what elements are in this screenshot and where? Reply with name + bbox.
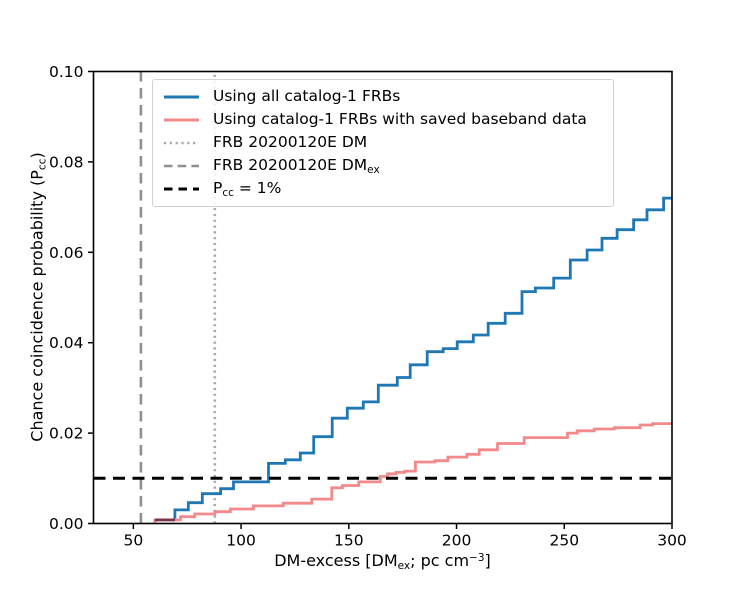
legend-sample-line <box>164 95 199 99</box>
label-text-part: cc <box>36 158 49 171</box>
y-tick-label: 0.08 <box>49 153 84 171</box>
y-tick-label: 0.02 <box>49 425 84 443</box>
x-tick-label: 250 <box>549 532 579 550</box>
legend-item: Using catalog-1 FRBs with saved baseband… <box>163 112 607 128</box>
y-tick-label: 0.10 <box>49 63 84 81</box>
x-tick-label: 150 <box>334 532 364 550</box>
x-axis-label: DM-excess [DMex; pc cm−3] <box>93 551 672 572</box>
x-tick-label: 50 <box>123 532 143 550</box>
baseband-catalog1-frbs-step-line <box>153 422 672 524</box>
label-text-part: ) <box>27 152 47 159</box>
legend: Using all catalog-1 FRBs Using catalog-1 … <box>152 79 614 207</box>
y-tick-label: 0.06 <box>49 244 84 262</box>
legend-label: FRB 20200120E DM <box>213 133 368 152</box>
label-text-part: ; pc cm <box>410 551 470 570</box>
label-text-part: Using catalog-1 FRBs with saved baseband… <box>213 110 587 129</box>
legend-sample-line <box>164 164 199 168</box>
label-text-part: Chance coincidence probability (P <box>27 170 47 442</box>
x-tick-label: 100 <box>226 532 256 550</box>
label-text-part: ] <box>484 551 491 570</box>
label-text-part: −3 <box>469 552 485 564</box>
legend-item: Using all catalog-1 FRBs <box>163 89 607 105</box>
label-text-part: FRB 20200120E DM <box>213 156 368 175</box>
label-text-part: Using all catalog-1 FRBs <box>213 87 401 106</box>
legend-label: Using all catalog-1 FRBs <box>213 89 400 105</box>
y-axis-label: Chance coincidence probability (Pcc) <box>27 152 49 442</box>
x-tick-label: 300 <box>657 532 687 550</box>
all-catalog1-frbs-step-line <box>153 196 672 524</box>
legend-label: Pcc = 1% <box>213 179 282 200</box>
x-tick-label: 200 <box>442 532 472 550</box>
legend-label: Using catalog-1 FRBs with saved baseband… <box>213 112 587 128</box>
label-text-part: cc <box>222 187 234 200</box>
legend-item: Pcc = 1% <box>163 179 607 200</box>
plot-border <box>92 70 673 525</box>
label-text-part: ex <box>397 560 411 572</box>
legend-item: FRB 20200120E DM <box>163 133 607 152</box>
legend-item: FRB 20200120E DMex <box>163 156 607 177</box>
legend-label: FRB 20200120E DMex <box>213 156 380 177</box>
label-text-part: DM-excess [DM <box>274 551 398 570</box>
label-text-part: FRB 20200120E DM <box>213 133 368 152</box>
label-text-part: ex <box>367 164 380 177</box>
legend-sample-line <box>164 118 199 122</box>
y-tick-label: 0.04 <box>49 334 84 352</box>
label-text-part: = 1% <box>233 179 282 198</box>
legend-sample-line <box>164 187 199 191</box>
label-text-part: P <box>213 179 223 198</box>
y-tick-label: 0.00 <box>49 515 84 533</box>
legend-sample-line <box>164 141 199 145</box>
